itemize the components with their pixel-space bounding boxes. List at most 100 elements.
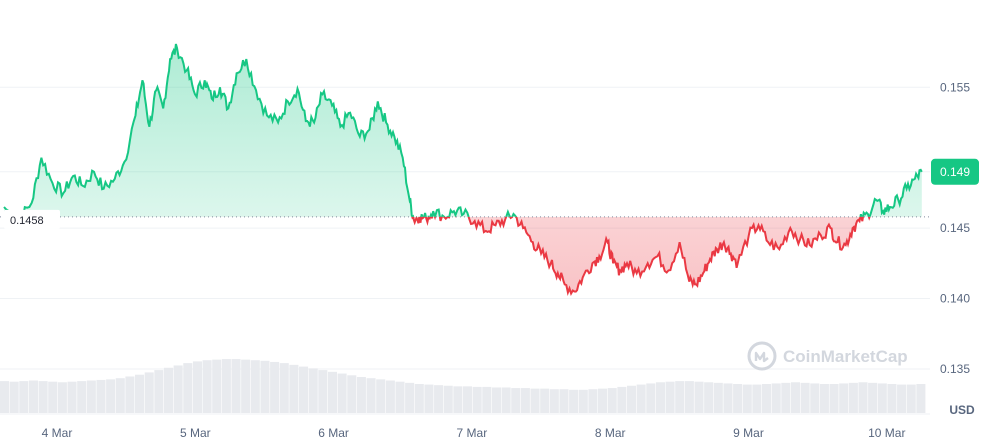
- reference-label: 0.1458: [4, 209, 60, 229]
- volume-bar: [636, 384, 646, 413]
- volume-bar: [202, 360, 212, 413]
- watermark-text: CoinMarketCap: [783, 347, 908, 366]
- x-axis: 4 Mar 5 Mar 6 Mar 7 Mar 8 Mar 9 Mar 10 Mar: [42, 426, 906, 440]
- area-below-reference: [4, 216, 922, 294]
- price-line-up: [3, 43, 923, 217]
- volume-bar: [443, 385, 453, 413]
- volume-bar: [86, 380, 96, 413]
- x-tick-label: 6 Mar: [318, 426, 349, 440]
- volume-bar: [28, 380, 38, 413]
- volume-bar: [289, 364, 299, 413]
- volume-bar: [395, 381, 405, 413]
- volume-bar: [906, 384, 916, 413]
- volume-bar: [327, 371, 338, 413]
- volume-bar: [501, 387, 511, 413]
- volume-bar: [482, 386, 492, 413]
- volume-bar: [356, 377, 366, 413]
- x-tick-label: 10 Mar: [868, 426, 905, 440]
- coinmarketcap-watermark: CoinMarketCap: [747, 341, 908, 371]
- volume-bar: [752, 384, 762, 413]
- volume-bar: [96, 379, 106, 413]
- volume-bar: [598, 388, 608, 413]
- volume-bar: [67, 381, 77, 413]
- volume-bar: [897, 384, 907, 413]
- volume-bar: [559, 389, 569, 413]
- volume-bar: [916, 384, 926, 413]
- volume-bar: [434, 385, 444, 413]
- volume-bar: [299, 366, 309, 413]
- price-lines: [3, 43, 923, 296]
- volume-bar: [77, 381, 87, 413]
- volume-bar: [385, 380, 395, 413]
- volume-bar: [260, 360, 270, 413]
- volume-bar: [569, 389, 579, 413]
- volume-bar: [810, 383, 820, 413]
- volume-bar: [665, 381, 675, 413]
- volume-bar: [704, 382, 714, 413]
- volume-bar: [57, 382, 67, 413]
- reference-value-label: 0.1458: [10, 215, 44, 227]
- volume-bar: [250, 360, 260, 413]
- volume-bar: [549, 389, 559, 413]
- volume-bar: [221, 359, 231, 413]
- volume-bar: [868, 382, 878, 413]
- volume-bar: [588, 389, 598, 413]
- volume-bar: [453, 386, 463, 413]
- volume-bar: [376, 379, 386, 413]
- volume-bar: [173, 365, 183, 413]
- volume-bar: [762, 384, 772, 413]
- volume-bar: [337, 373, 347, 413]
- volume-bar: [192, 361, 202, 413]
- volume-bar: [9, 381, 19, 413]
- volume-bar: [135, 374, 145, 413]
- volume-bar: [655, 382, 665, 413]
- volume-bar: [115, 378, 125, 413]
- volume-bar: [414, 384, 424, 413]
- volume-bar: [694, 381, 704, 413]
- volume-bar: [19, 381, 29, 413]
- volume-bar: [231, 359, 241, 413]
- volume-bar: [163, 367, 174, 413]
- volume-bar: [530, 388, 540, 413]
- volume-bar: [405, 382, 415, 413]
- currency-unit-label: USD: [949, 403, 975, 417]
- volume-bar: [684, 381, 694, 413]
- volume-bar: [424, 384, 434, 413]
- volume-bar: [848, 382, 858, 413]
- y-tick-label: 0.135: [940, 362, 970, 376]
- volume-bar: [520, 388, 530, 413]
- x-tick-label: 7 Mar: [457, 426, 488, 440]
- volume-bar: [742, 384, 752, 413]
- y-tick-label: 0.140: [940, 292, 970, 306]
- volume-bar: [212, 359, 222, 413]
- volume-bar: [829, 384, 839, 413]
- volume-bar: [675, 381, 685, 413]
- volume-bar: [0, 381, 10, 413]
- volume-bar: [318, 370, 328, 413]
- volume-bar: [887, 384, 897, 413]
- y-axis: 0.155 0.145 0.140 0.135: [940, 80, 970, 376]
- volume-bar: [790, 382, 801, 413]
- volume-bars: [0, 359, 926, 413]
- volume-bar: [723, 383, 733, 413]
- volume-bar: [144, 372, 154, 413]
- volume-bar: [347, 375, 357, 413]
- volume-bar: [713, 382, 723, 413]
- volume-bar: [607, 388, 617, 413]
- price-line-down: [9, 216, 871, 296]
- volume-bar: [839, 383, 849, 413]
- volume-bar: [540, 388, 550, 413]
- volume-bar: [366, 378, 376, 413]
- volume-bar: [771, 383, 781, 413]
- volume-bar: [781, 382, 791, 413]
- volume-bar: [279, 363, 289, 413]
- volume-bar: [858, 382, 868, 413]
- x-tick-label: 8 Mar: [595, 426, 626, 440]
- volume-bar: [154, 370, 164, 413]
- volume-bar: [125, 376, 135, 413]
- volume-bar: [646, 383, 656, 413]
- price-areas: [4, 44, 922, 294]
- volume-bar: [800, 382, 810, 413]
- y-tick-label: 0.145: [940, 221, 970, 235]
